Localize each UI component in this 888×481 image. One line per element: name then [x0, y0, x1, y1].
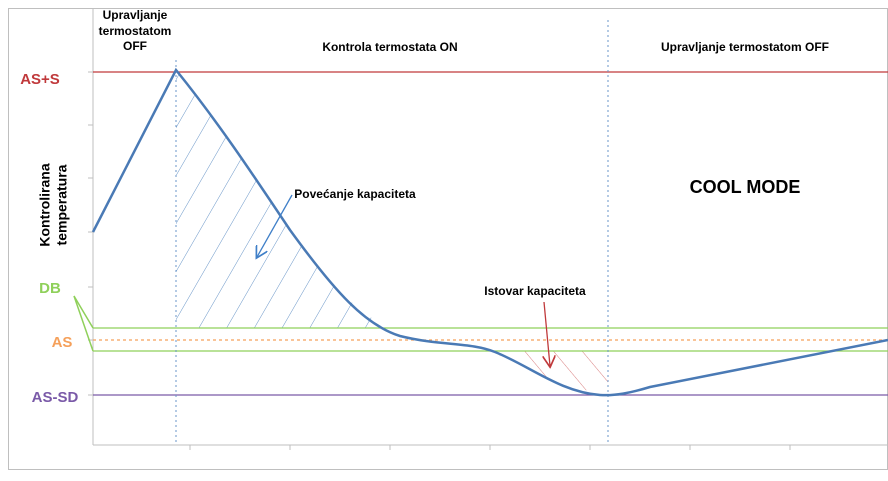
- y-axis-label: temperatura: [54, 164, 70, 245]
- zone-label: OFF: [123, 39, 147, 53]
- axes: [88, 8, 888, 450]
- annotation: Istovar kapaciteta: [484, 284, 586, 298]
- level-label: AS+S: [20, 71, 60, 88]
- zone-label: termostatom: [99, 24, 172, 38]
- mode-label: COOL MODE: [690, 177, 801, 197]
- frame: [8, 8, 888, 470]
- zone-label: Upravljanje termostatom OFF: [661, 40, 829, 54]
- level-label: AS: [52, 334, 73, 351]
- y-axis-label: Kontrolirana: [37, 163, 53, 246]
- level-label: AS-SD: [32, 389, 79, 406]
- unload-hatch: [490, 351, 608, 393]
- db-connector: [73, 295, 94, 329]
- increase-hatch: [176, 72, 390, 328]
- zone-label: Upravljanje: [103, 8, 168, 22]
- arrow: [544, 301, 550, 366]
- zone-label: Kontrola termostata ON: [322, 40, 457, 54]
- level-label: DB: [39, 280, 61, 297]
- temperature-curve: [91, 67, 888, 397]
- arrow: [257, 194, 293, 257]
- db-connector: [73, 295, 94, 352]
- annotation: Povećanje kapaciteta: [294, 187, 416, 201]
